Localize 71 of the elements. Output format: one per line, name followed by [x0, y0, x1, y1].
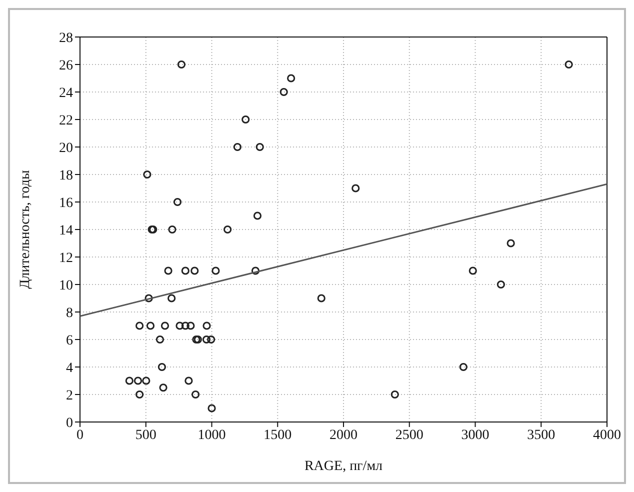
point	[496, 280, 505, 289]
x-tick-label: 4000	[593, 428, 621, 443]
point	[168, 294, 176, 302]
y-tick-label: 10	[59, 278, 73, 294]
point	[190, 266, 199, 275]
y-tick-label: 12	[59, 250, 73, 266]
point	[136, 390, 144, 399]
point	[134, 376, 142, 385]
x-tick-label: 3000	[461, 428, 490, 443]
point	[191, 390, 200, 399]
point	[181, 322, 190, 330]
x-tick-label: 3500	[527, 428, 556, 443]
y-tick-label: 20	[59, 140, 73, 156]
point	[186, 322, 195, 330]
y-axis-title: Длительность, годы	[18, 170, 33, 289]
y-tick-label: 4	[66, 360, 73, 376]
y-tick-label: 22	[59, 113, 73, 128]
point	[390, 390, 399, 399]
point	[158, 362, 166, 372]
point	[212, 266, 220, 275]
x-tick-label: 2000	[330, 428, 358, 443]
x-tick-label: 2500	[395, 428, 424, 443]
point	[160, 322, 170, 330]
point	[253, 212, 262, 220]
point	[287, 74, 296, 82]
y-tick-label: 14	[59, 223, 73, 238]
x-tick-label: 1500	[264, 428, 292, 443]
point	[176, 322, 184, 330]
point	[242, 115, 250, 124]
point	[136, 322, 144, 330]
point	[506, 239, 515, 248]
point	[202, 322, 211, 330]
point	[251, 266, 260, 275]
point	[173, 198, 182, 206]
point	[146, 322, 155, 330]
y-tick-label: 6	[66, 333, 73, 348]
x-tick-label: 1000	[198, 428, 226, 443]
y-tick-label: 8	[66, 306, 73, 321]
point	[468, 266, 477, 275]
y-tick-label: 2	[66, 388, 73, 404]
point	[144, 294, 153, 302]
point	[142, 376, 150, 385]
point	[202, 335, 211, 344]
point	[233, 142, 242, 152]
point	[208, 404, 216, 412]
point	[256, 142, 264, 152]
y-tick-label: 26	[59, 58, 73, 74]
y-tick-label: 18	[59, 168, 73, 184]
point	[143, 170, 152, 179]
x-tick-label: 500	[135, 428, 156, 443]
y-tick-label: 0	[66, 416, 73, 431]
point	[317, 294, 326, 302]
point	[184, 376, 193, 385]
point	[156, 335, 164, 344]
point	[564, 60, 573, 69]
y-tick-label: 16	[59, 196, 73, 211]
point	[177, 60, 186, 69]
point	[164, 266, 172, 275]
x-tick-label: 0	[76, 428, 84, 443]
point	[280, 88, 288, 96]
y-tick-label: 28	[59, 30, 73, 46]
point	[224, 225, 232, 234]
point	[181, 266, 190, 275]
y-tick-label: 24	[59, 86, 73, 101]
point	[159, 384, 168, 392]
point	[125, 376, 134, 385]
point	[207, 335, 216, 344]
point	[168, 225, 176, 234]
point	[459, 362, 468, 372]
x-axis-title: RAGE, пг/мл	[304, 459, 383, 474]
point	[352, 184, 360, 192]
